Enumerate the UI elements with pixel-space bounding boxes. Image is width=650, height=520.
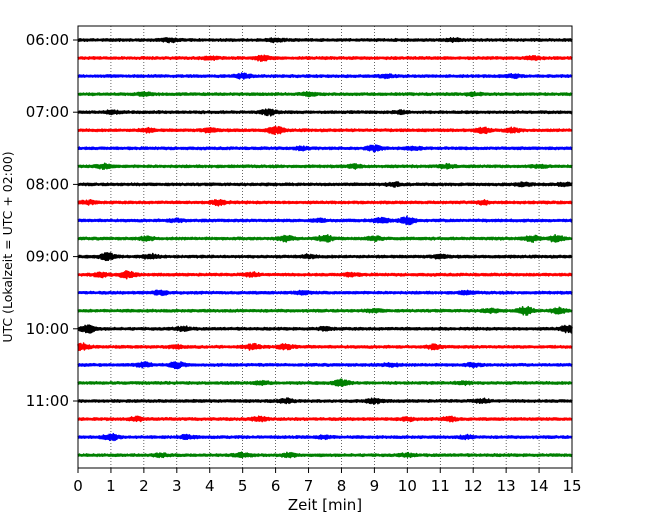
- x-tick-label: 12: [464, 477, 483, 495]
- plot-frame: [77, 25, 573, 469]
- trace-0945: [77, 305, 573, 316]
- x-tick-label: 15: [562, 477, 581, 495]
- trace-1030: [77, 361, 573, 370]
- trace-0745: [77, 162, 573, 170]
- trace-0600: [77, 36, 573, 44]
- x-tick-label: 8: [337, 477, 347, 495]
- trace-1100: [77, 397, 573, 405]
- trace-1045: [77, 378, 573, 388]
- trace-0615: [77, 54, 573, 63]
- trace-0700: [77, 108, 573, 117]
- trace-0630: [77, 72, 573, 80]
- y-tick-label: 06:00: [26, 31, 69, 49]
- x-tick-label: 13: [497, 477, 516, 495]
- x-tick-label: 3: [172, 477, 182, 495]
- x-axis-ticks: 0 1 2 3 4 5 6 7 8 9 10 11 12 13 14 15: [73, 468, 582, 495]
- x-tick-label: 2: [139, 477, 149, 495]
- x-tick-label: 14: [530, 477, 549, 495]
- trace-0815: [77, 198, 573, 207]
- y-tick-label: 07:00: [26, 103, 69, 121]
- trace-0845: [77, 233, 573, 243]
- x-tick-label: 10: [398, 477, 417, 495]
- trace-0900: [77, 252, 573, 262]
- trace-0730: [77, 144, 573, 153]
- trace-1130: [77, 432, 573, 442]
- y-tick-label: 09:00: [26, 248, 69, 266]
- x-axis-label: Zeit [min]: [288, 496, 362, 514]
- y-axis-ticks: 06:00 07:00 08:00 09:00 10:00 11:00: [26, 31, 78, 410]
- x-tick-label: 5: [238, 477, 248, 495]
- trace-0930: [77, 289, 573, 297]
- x-tick-label: 4: [205, 477, 215, 495]
- y-tick-label: 08:00: [26, 175, 69, 193]
- seismic-traces: [77, 36, 573, 459]
- trace-1000: [77, 324, 573, 334]
- x-tick-label: 6: [271, 477, 281, 495]
- trace-0800: [77, 181, 573, 188]
- x-tick-label: 0: [73, 477, 83, 495]
- y-tick-label: 10:00: [26, 320, 69, 338]
- x-tick-label: 7: [304, 477, 314, 495]
- trace-0915: [77, 269, 573, 280]
- trace-1145: [77, 451, 573, 459]
- y-tick-label: 11:00: [26, 392, 69, 410]
- x-tick-label: 1: [106, 477, 116, 495]
- trace-1015: [77, 342, 573, 352]
- trace-0715: [77, 125, 573, 136]
- x-tick-label: 9: [370, 477, 380, 495]
- trace-0830: [77, 215, 573, 226]
- x-tick-label: 11: [431, 477, 450, 495]
- trace-0645: [77, 90, 573, 98]
- y-axis-label: UTC (Lokalzeit = UTC + 02:00): [0, 151, 15, 342]
- trace-1115: [77, 415, 573, 423]
